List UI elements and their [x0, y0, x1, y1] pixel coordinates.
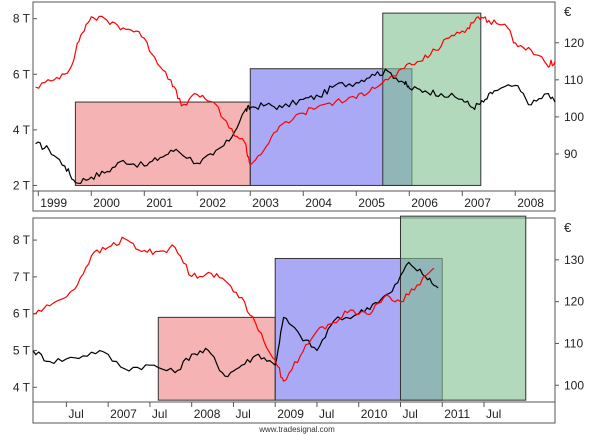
right-tick-label: 90: [564, 147, 578, 161]
right-tick-label: 110: [564, 73, 583, 87]
x-tick-label: 2002: [199, 196, 226, 210]
series-line-black: [35, 68, 556, 184]
x-tick-label: Jul: [68, 407, 83, 421]
x-tick-label: 2008: [194, 407, 221, 421]
x-tick-label: 2006: [411, 196, 438, 210]
shaded-range-3: [399, 215, 527, 401]
left-tick-label: 5 T: [13, 343, 31, 357]
series-line-red: [35, 15, 556, 166]
x-tick-label: 2005: [358, 196, 385, 210]
chart-panel-bottom: 4 T 5 T 6 T 7 T 8 T 100 110 120 130 € Jul 2007 Jul 20…: [13, 215, 584, 424]
x-tick-label: 2011: [444, 407, 470, 421]
left-tick-label: 6 T: [13, 67, 31, 81]
series-line-red: [32, 236, 435, 382]
right-tick-label: 100: [564, 378, 584, 392]
right-tick-label: 120: [564, 36, 584, 50]
right-tick-label: 120: [564, 295, 584, 309]
x-tick-label: Jul: [319, 407, 334, 421]
left-tick-label: 6 T: [13, 307, 31, 321]
x-tick-label: Jul: [152, 407, 167, 421]
right-axis-unit: €: [564, 4, 572, 19]
x-axis-band: [32, 401, 556, 424]
x-tick-label: 2001: [146, 196, 173, 210]
x-tick-label: 2003: [252, 196, 279, 210]
left-tick-label: 8 T: [13, 12, 31, 26]
x-tick-label: 2010: [361, 407, 388, 421]
shaded-range-3: [382, 12, 482, 186]
x-axis-band: [32, 190, 556, 212]
x-tick-label: 1999: [40, 196, 67, 210]
right-tick-label: 100: [564, 110, 584, 124]
series-line-black: [32, 261, 439, 378]
left-tick-label: 7 T: [13, 270, 31, 284]
left-tick-label: 2 T: [13, 178, 31, 192]
x-tick-label: Jul: [486, 407, 501, 421]
right-tick-label: 110: [564, 336, 583, 350]
chart-panel-top: 2 T 4 T 6 T 8 T 90 100 110 120 €1999 2000 2001 2002…: [13, 1, 584, 212]
x-tick-label: 2007: [110, 407, 137, 421]
left-tick-label: 8 T: [13, 233, 31, 247]
x-tick-label: 2007: [464, 196, 491, 210]
right-axis-unit: €: [564, 220, 572, 235]
x-tick-label: Jul: [235, 407, 250, 421]
right-tick-label: 130: [564, 253, 584, 267]
x-tick-label: 2000: [93, 196, 120, 210]
x-tick-label: 2009: [277, 407, 304, 421]
left-tick-label: 4 T: [13, 380, 31, 394]
x-tick-label: Jul: [402, 407, 417, 421]
x-tick-label: 2004: [305, 196, 332, 210]
left-tick-label: 4 T: [13, 123, 31, 137]
watermark: www.tradesignal.com: [258, 425, 335, 434]
x-tick-label: 2008: [517, 196, 544, 210]
